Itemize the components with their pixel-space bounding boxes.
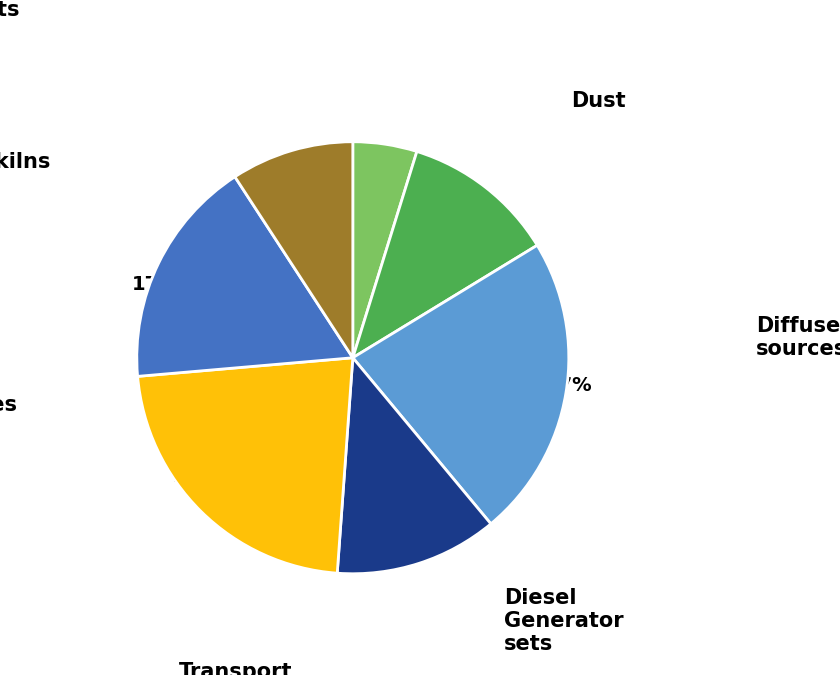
Text: Dust: Dust bbox=[571, 91, 626, 111]
Wedge shape bbox=[137, 177, 353, 377]
Wedge shape bbox=[353, 245, 569, 524]
Wedge shape bbox=[337, 358, 491, 574]
Wedge shape bbox=[235, 142, 353, 358]
Text: 22.7%: 22.7% bbox=[524, 376, 592, 395]
Text: 17.2%: 17.2% bbox=[132, 275, 199, 294]
Text: 22.5%: 22.5% bbox=[173, 468, 240, 487]
Text: Diffused
sources: Diffused sources bbox=[756, 316, 840, 359]
Text: 12.2%: 12.2% bbox=[382, 508, 450, 526]
Text: 4.8%: 4.8% bbox=[357, 183, 411, 202]
Text: Industries: Industries bbox=[0, 395, 17, 415]
Text: Diesel
Generator
sets: Diesel Generator sets bbox=[504, 588, 623, 654]
Text: Power
plants: Power plants bbox=[0, 0, 20, 20]
Wedge shape bbox=[353, 142, 417, 358]
Text: Transport: Transport bbox=[178, 662, 292, 675]
Text: 9.2%: 9.2% bbox=[266, 188, 321, 207]
Text: Brick kilns: Brick kilns bbox=[0, 152, 50, 172]
Wedge shape bbox=[353, 151, 538, 358]
Text: 11.5%: 11.5% bbox=[447, 216, 515, 235]
Wedge shape bbox=[138, 358, 353, 573]
